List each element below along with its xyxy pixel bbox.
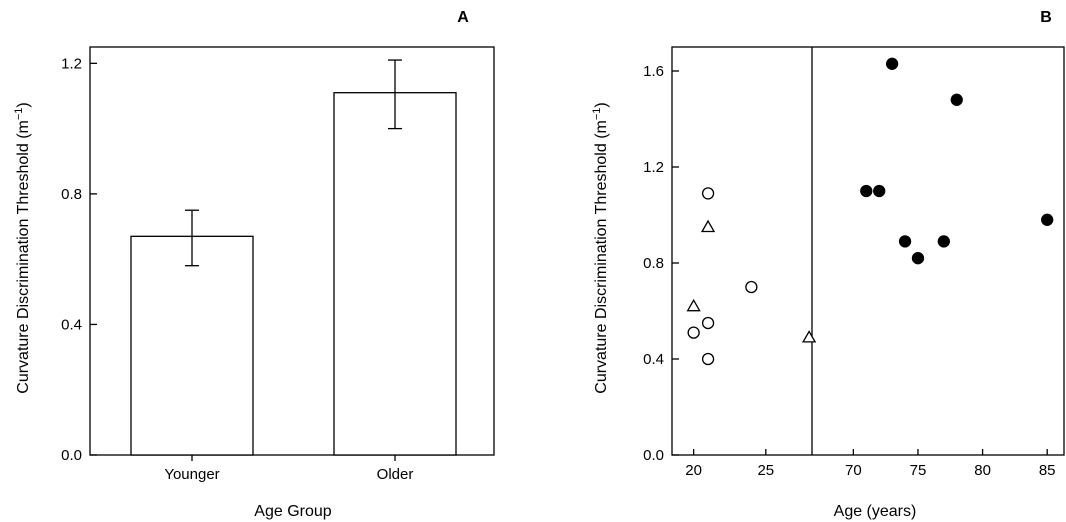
panel-b-point-filled-circle <box>898 235 912 248</box>
panel-b-point-open-circle <box>701 187 715 200</box>
panel-b-point-filled-circle <box>885 57 899 70</box>
panel-a-plot: 0.0 0.4 0.8 1.2 Younger Older <box>61 46 495 483</box>
panel-a-x-tick-label: Younger <box>164 466 219 483</box>
panel-b-point-filled-circle <box>950 93 963 106</box>
panel-a-frame <box>89 46 495 456</box>
panel-b-label: B <box>1040 9 1052 26</box>
panel-b-x-tick-label: 80 <box>974 462 991 479</box>
panel-b-x-tick-label: 70 <box>845 462 862 479</box>
panel-b-point-open-triangle <box>686 298 701 312</box>
panel-b-point-filled-circle <box>860 184 873 198</box>
panel-a-y-tick-label: 1.2 <box>61 55 82 72</box>
panel-a-x-axis-label: Age Group <box>254 503 331 520</box>
panel-b-x-tick-label: 20 <box>685 462 702 479</box>
panel-b-y-tick-label: 1.2 <box>643 159 664 176</box>
panel-b-y-tick-label: 0.8 <box>643 255 664 272</box>
panel-a-label: A <box>457 9 469 26</box>
panel-a-bar-younger <box>130 235 254 456</box>
panel-b-point-open-triangle <box>700 219 716 233</box>
panel-a-y-axis-label: Curvature Discrimination Threshold (m−1) <box>13 102 32 393</box>
panel-b-x-tick-label: 75 <box>910 462 927 479</box>
panel-b-y-tick-label: 1.6 <box>643 63 664 80</box>
panel-b-point-open-circle <box>701 352 715 366</box>
panel-a-y-tick-label: 0.8 <box>61 186 82 203</box>
panel-b-y-tick-label: 0.0 <box>643 447 664 464</box>
panel-b-x-tick-label: 85 <box>1039 462 1056 479</box>
panel-b-point-filled-circle <box>873 184 886 198</box>
panel-a-bar-older <box>333 92 457 456</box>
panel-b-point-filled-circle <box>1041 213 1054 226</box>
panel-b-point-open-circle <box>687 326 700 339</box>
panel-b-y-axis-label: Curvature Discrimination Threshold (m−1) <box>591 102 610 393</box>
panel-a-y-tick-label: 0.4 <box>61 316 82 333</box>
panel-b-frame <box>671 46 1065 456</box>
panel-b-point-open-circle <box>701 316 715 330</box>
panel-b-y-tick-label: 0.4 <box>643 351 664 368</box>
panel-b-point-open-circle <box>745 280 758 294</box>
panel-a-x-tick-label: Older <box>377 466 414 483</box>
panel-a-y-tick-label: 0.0 <box>61 447 82 464</box>
panel-b-point-open-triangle <box>801 330 817 343</box>
panel-b-x-tick-label: 25 <box>757 462 774 479</box>
panel-b-plot: 0.0 0.4 0.8 1.2 1.6 20 25 70 75 80 85 <box>643 46 1065 479</box>
panel-b-point-filled-circle <box>911 252 925 265</box>
panel-b-point-filled-circle <box>937 235 950 248</box>
panel-b-x-axis-label: Age (years) <box>834 503 917 520</box>
